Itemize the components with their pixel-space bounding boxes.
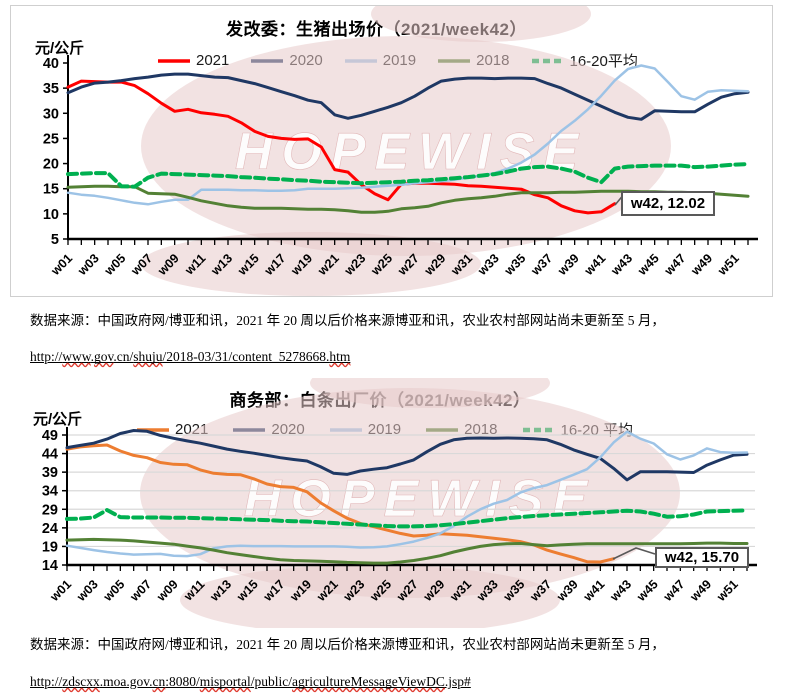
data-source-note: 数据来源：中国政府网/博亚和讯，2021 年 20 周以后价格来源博亚和讯，农业…	[30, 637, 665, 652]
series-16-20平均	[66, 162, 750, 189]
source-url-link[interactable]: http://zdscxx.moa.gov.cn:8080/misportal/…	[30, 674, 775, 690]
series-2021	[66, 79, 617, 215]
series-16-20平均	[65, 508, 749, 529]
watermark-blob	[141, 36, 671, 256]
x-tick-label: w07	[127, 577, 154, 604]
x-tick-label: w35	[501, 251, 528, 278]
series-2019	[66, 64, 750, 206]
url-segment: :8080/	[165, 674, 200, 689]
series-2018	[65, 537, 749, 565]
x-tick-label: w45	[633, 577, 660, 604]
y-tick-label: 19	[42, 539, 58, 555]
x-tick-label: w33	[474, 251, 501, 278]
x-tick-label: w43	[607, 577, 634, 604]
x-tick-label: w43	[608, 251, 635, 278]
y-tick-label: 40	[43, 56, 59, 72]
x-tick-label: w49	[687, 577, 714, 604]
x-tick-label: w41	[581, 251, 608, 278]
y-tick-label: 10	[43, 207, 59, 223]
watermark-blob	[371, 6, 591, 42]
series-2020	[66, 72, 750, 121]
annotation-leader-line	[612, 547, 656, 560]
x-tick-label: w03	[74, 251, 101, 278]
y-tick-label: 15	[43, 182, 59, 198]
url-segment: .moa.gov.	[99, 674, 153, 689]
url-segment-misspelled: shuju	[133, 349, 163, 364]
x-tick-label: w01	[48, 251, 75, 278]
data-source-note: 数据来源：中国政府网/博亚和讯，2021 年 20 周以后价格来源博亚和讯，农业…	[30, 313, 665, 328]
url-segment-misspelled: misportal	[199, 674, 251, 689]
x-tick-label: w51	[713, 577, 740, 604]
y-tick-label: 24	[42, 521, 58, 537]
y-tick-label: 39	[42, 465, 58, 481]
y-tick-label: 5	[51, 232, 59, 248]
url-segment: .	[90, 349, 95, 364]
watermark-text: HOPEWISE	[235, 123, 587, 181]
x-tick-label: w09	[153, 577, 180, 604]
x-tick-label: w45	[634, 251, 661, 278]
y-tick-label: 35	[43, 81, 59, 97]
x-tick-label: w47	[661, 251, 688, 278]
series-2020	[65, 429, 749, 482]
y-tick-label: 14	[42, 558, 58, 574]
url-segment-misspelled: cn	[152, 674, 166, 689]
series-2019	[65, 430, 749, 558]
series-2021	[65, 443, 616, 564]
watermark-blob	[310, 378, 550, 408]
line-plot: HOPEWISE 49 44 39 34 29 24 19 14 w01 w03 w05 w07 w09 w…	[42, 378, 757, 628]
watermark-blob	[141, 232, 481, 296]
x-tick-label: w05	[101, 251, 128, 278]
x-tick-label: w05	[100, 577, 127, 604]
source-url-link[interactable]: http://www.gov.cn/shuju/2018-03/31/conte…	[30, 349, 775, 365]
legend-line-swatch	[137, 427, 169, 432]
x-tick-label: w47	[660, 577, 687, 604]
x-tick-label: w49	[688, 251, 715, 278]
y-tick-label: 49	[42, 428, 58, 444]
url-segment: /public/	[250, 674, 293, 689]
x-tick-label: w39	[554, 251, 581, 278]
y-tick-label: 29	[42, 502, 58, 518]
y-tick-label: 34	[42, 484, 58, 500]
watermark-blob	[180, 565, 560, 628]
x-tick-label: w37	[528, 251, 555, 278]
x-tick-label: w41	[580, 577, 607, 604]
y-tick-label: 20	[43, 157, 59, 173]
legend-line-swatch	[158, 58, 190, 63]
mofcom-pork-price-chart: 商务部：白条出厂价（2021/week42） 元/公斤 202120202019…	[10, 378, 780, 628]
ndrc-pig-price-chart: 发改委：生猪出场价（2021/week42） 元/公斤 202120202019…	[10, 5, 773, 297]
url-segment: .cn/	[113, 349, 134, 364]
url-segment-misspelled: htm	[329, 349, 351, 364]
annotation-callout-w42: w42, 12.02	[621, 191, 715, 216]
x-tick-label: w03	[73, 577, 100, 604]
legend-item-2021: 2021	[157, 52, 229, 69]
x-tick-label: w51	[714, 251, 741, 278]
url-segment: .jsp#	[444, 674, 471, 689]
url-segment: http://	[30, 349, 63, 364]
watermark-text: HOPEWISE	[244, 470, 596, 528]
url-segment: /2018-03/31/content_5278668.	[162, 349, 330, 364]
x-tick-label: w01	[47, 577, 74, 604]
url-segment-misspelled: zdscxx	[62, 674, 100, 689]
y-axis-unit-label: 元/公斤	[35, 40, 85, 57]
url-segment-misspelled: gov	[94, 349, 114, 364]
y-axis-unit-label: 元/公斤	[33, 411, 83, 428]
legend-label: 2021	[196, 52, 230, 69]
y-tick-label: 25	[43, 131, 59, 147]
annotation-callout-w42: w42, 15.70	[655, 547, 749, 568]
url-segment: http://	[30, 674, 63, 689]
url-segment-misspelled: www	[62, 349, 91, 364]
y-tick-label: 44	[42, 447, 58, 463]
y-tick-label: 30	[43, 106, 59, 122]
url-segment-misspelled: agricultureMessageViewDC	[292, 674, 445, 689]
